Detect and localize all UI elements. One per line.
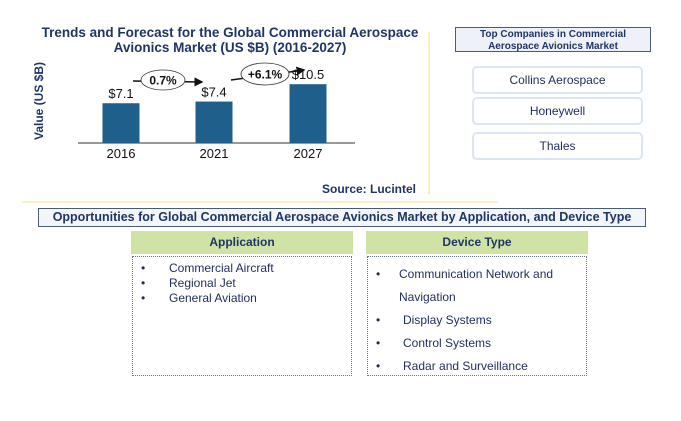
device-type-item-continued: Navigation xyxy=(399,290,456,304)
application-header: Application xyxy=(131,231,353,254)
growth-ellipse-1 xyxy=(240,62,290,86)
top-companies-title-line-2: Aerospace Avionics Market xyxy=(488,40,618,52)
company-honeywell: Honeywell xyxy=(472,97,643,125)
data-label-2016: $7.1 xyxy=(108,86,133,101)
company-thales: Thales xyxy=(472,132,643,160)
growth-ellipse-0 xyxy=(140,69,186,91)
bullet-icon: • xyxy=(376,336,381,350)
top-companies-title-line-1: Top Companies in Commercial xyxy=(480,29,626,40)
chart-title: Trends and Forecast for the Global Comme… xyxy=(30,25,430,55)
application-list-box: • Commercial Aircraft • Regional Jet • Gene… xyxy=(132,256,352,376)
growth-label-0: 0.7% xyxy=(149,74,177,88)
bar-2021 xyxy=(195,101,233,143)
horizontal-divider xyxy=(22,201,498,203)
bullet-icon: • xyxy=(376,313,381,327)
company-collins-aerospace: Collins Aerospace xyxy=(472,66,643,94)
application-list: • Commercial Aircraft • Regional Jet • Gene… xyxy=(141,261,351,306)
bar-chart: $7.1 2016 $7.4 2021 $10.5 2027 0.7% +6.1% xyxy=(78,62,355,161)
bullet-icon: • xyxy=(141,261,146,275)
opportunities-banner: Opportunities for Global Commercial Aero… xyxy=(38,208,646,227)
device-type-list-box: • Communication Network and Navigation • D… xyxy=(367,256,587,376)
device-type-item: • Control Systems xyxy=(376,332,586,355)
bullet-icon: • xyxy=(141,276,146,290)
application-item: • General Aviation xyxy=(141,291,257,305)
device-type-list: • Communication Network and Navigation • D… xyxy=(376,263,586,378)
top-companies-title: Top Companies in Commercial Aerospace Av… xyxy=(455,27,651,52)
bullet-icon: • xyxy=(141,291,146,305)
bar-2016 xyxy=(102,103,140,143)
growth-label-1: +6.1% xyxy=(248,68,283,82)
bullet-icon: • xyxy=(376,267,381,281)
data-label-2021: $7.4 xyxy=(201,85,226,100)
source-label: Source: Lucintel xyxy=(322,182,417,196)
vertical-divider xyxy=(428,32,430,195)
device-type-header: Device Type xyxy=(366,231,588,254)
x-tick-label-2016: 2016 xyxy=(107,146,136,161)
device-type-item: • Communication Network and xyxy=(376,263,586,286)
device-type-item: • Display Systems xyxy=(376,309,586,332)
device-type-item: • Radar and Surveillance xyxy=(376,355,586,378)
x-tick-label-2027: 2027 xyxy=(294,146,323,161)
data-label-2027: $10.5 xyxy=(292,67,325,82)
bar-2027 xyxy=(289,84,327,143)
application-item: • Commercial Aircraft xyxy=(141,261,274,275)
x-tick-label-2021: 2021 xyxy=(200,146,229,161)
application-item: • Regional Jet xyxy=(141,276,236,290)
chart-title-line-1: Trends and Forecast for the Global Comme… xyxy=(41,25,419,40)
chart-title-line-2: Avionics Market (US $B) (2016-2027) xyxy=(113,40,347,55)
bullet-icon: • xyxy=(376,359,381,373)
